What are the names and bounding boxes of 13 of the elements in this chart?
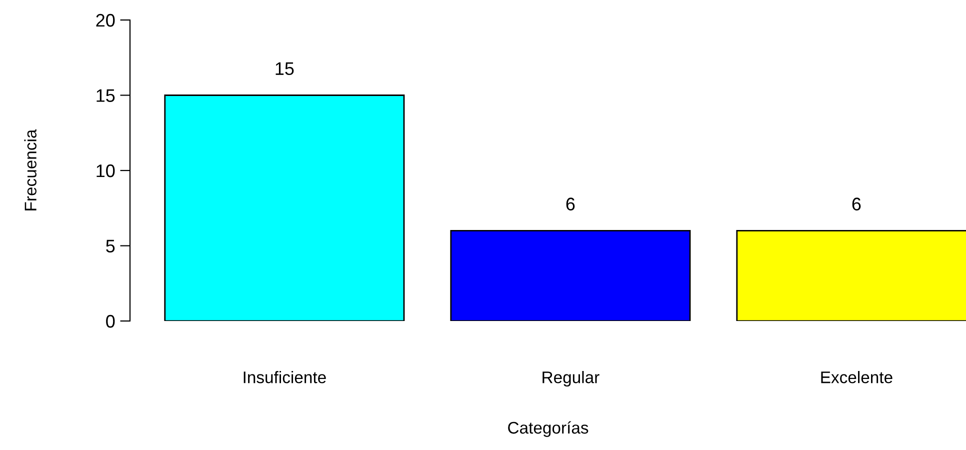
y-tick-label: 10 (96, 164, 115, 178)
y-tick-label: 5 (106, 240, 115, 252)
data-label: 15 (276, 62, 294, 76)
x-tick-label: Regular (542, 371, 600, 387)
y-tick-label: 0 (106, 314, 115, 328)
y-tick-label: 15 (96, 89, 115, 102)
x-tick-label: Insuficiente (244, 371, 326, 384)
y-tick-label: 20 (96, 14, 115, 27)
data-label: 6 (852, 198, 861, 210)
y-axis-title: Frecuencia (24, 129, 36, 210)
x-axis-title: Categorías (508, 421, 588, 437)
x-tick-label: Excelente (821, 371, 892, 384)
data-label: 6 (566, 198, 575, 210)
